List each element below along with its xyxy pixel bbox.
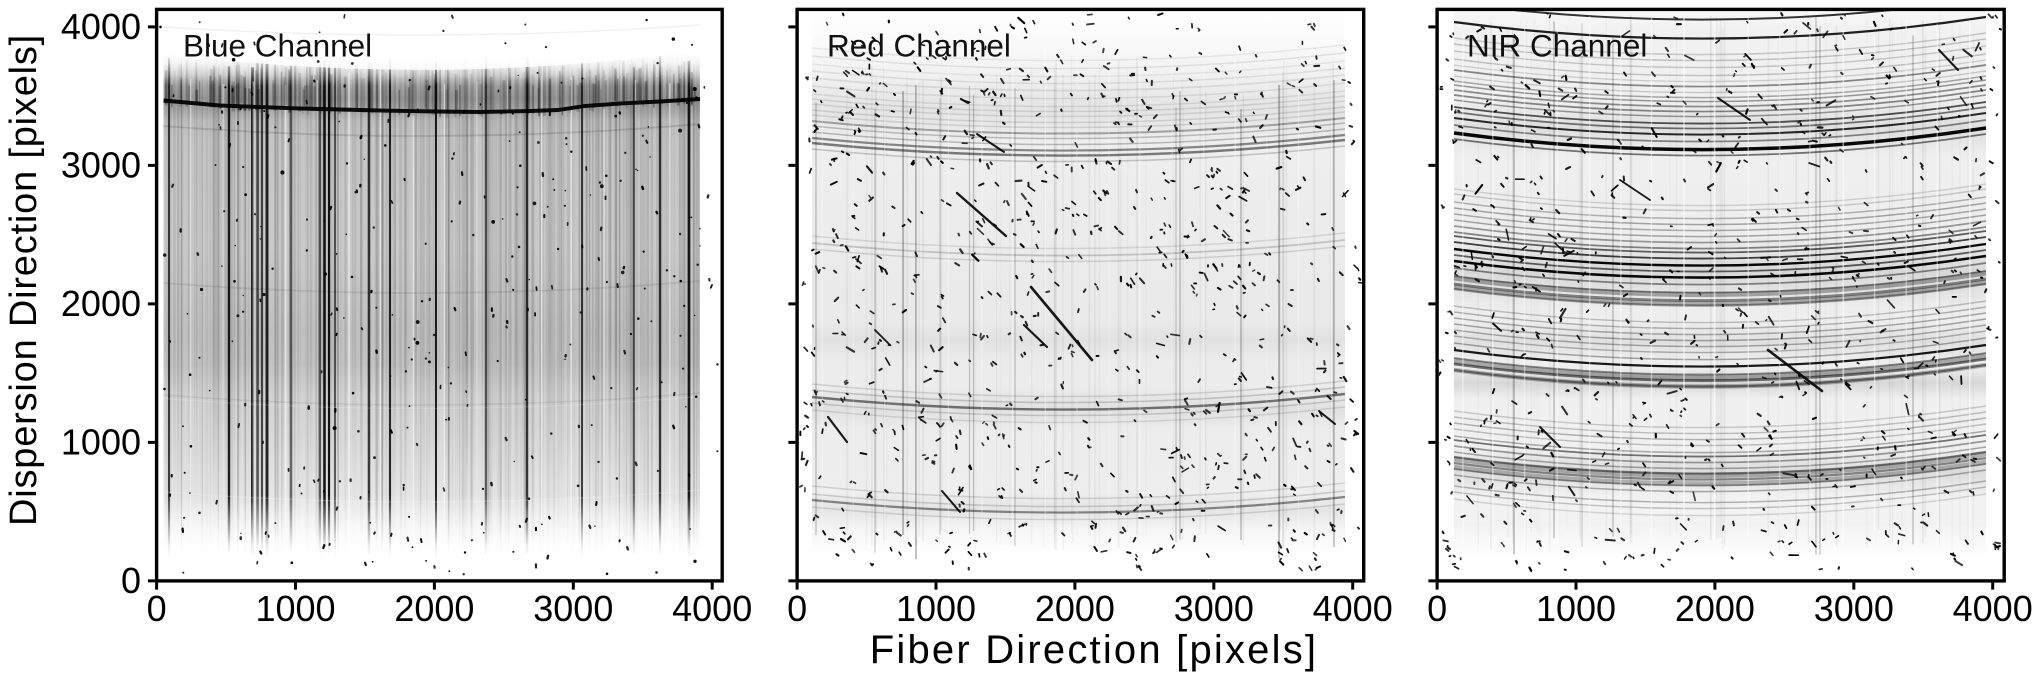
svg-text:1000: 1000 — [896, 588, 976, 629]
svg-text:0: 0 — [147, 588, 167, 629]
svg-text:0: 0 — [787, 588, 807, 629]
svg-text:Dispersion Direction [pixels]: Dispersion Direction [pixels] — [3, 34, 45, 526]
svg-text:1000: 1000 — [61, 421, 141, 462]
svg-text:3000: 3000 — [1174, 588, 1254, 629]
svg-text:4000: 4000 — [1953, 588, 2033, 629]
svg-text:2000: 2000 — [1675, 588, 1755, 629]
svg-text:2000: 2000 — [61, 283, 141, 324]
svg-text:3000: 3000 — [1814, 588, 1894, 629]
svg-text:Fiber Direction [pixels]: Fiber Direction [pixels] — [870, 628, 1318, 672]
svg-text:1000: 1000 — [255, 588, 335, 629]
svg-text:NIR Channel: NIR Channel — [1467, 28, 1647, 64]
svg-text:4000: 4000 — [672, 588, 752, 629]
svg-text:0: 0 — [121, 560, 141, 601]
svg-text:4000: 4000 — [1313, 588, 1393, 629]
svg-text:3000: 3000 — [533, 588, 613, 629]
svg-text:2000: 2000 — [394, 588, 474, 629]
svg-text:2000: 2000 — [1035, 588, 1115, 629]
svg-text:Red Channel: Red Channel — [827, 28, 1011, 64]
svg-text:4000: 4000 — [61, 6, 141, 47]
svg-text:Blue Channel: Blue Channel — [183, 28, 372, 64]
svg-text:1000: 1000 — [1536, 588, 1616, 629]
svg-text:0: 0 — [1427, 588, 1447, 629]
svg-text:3000: 3000 — [61, 144, 141, 185]
